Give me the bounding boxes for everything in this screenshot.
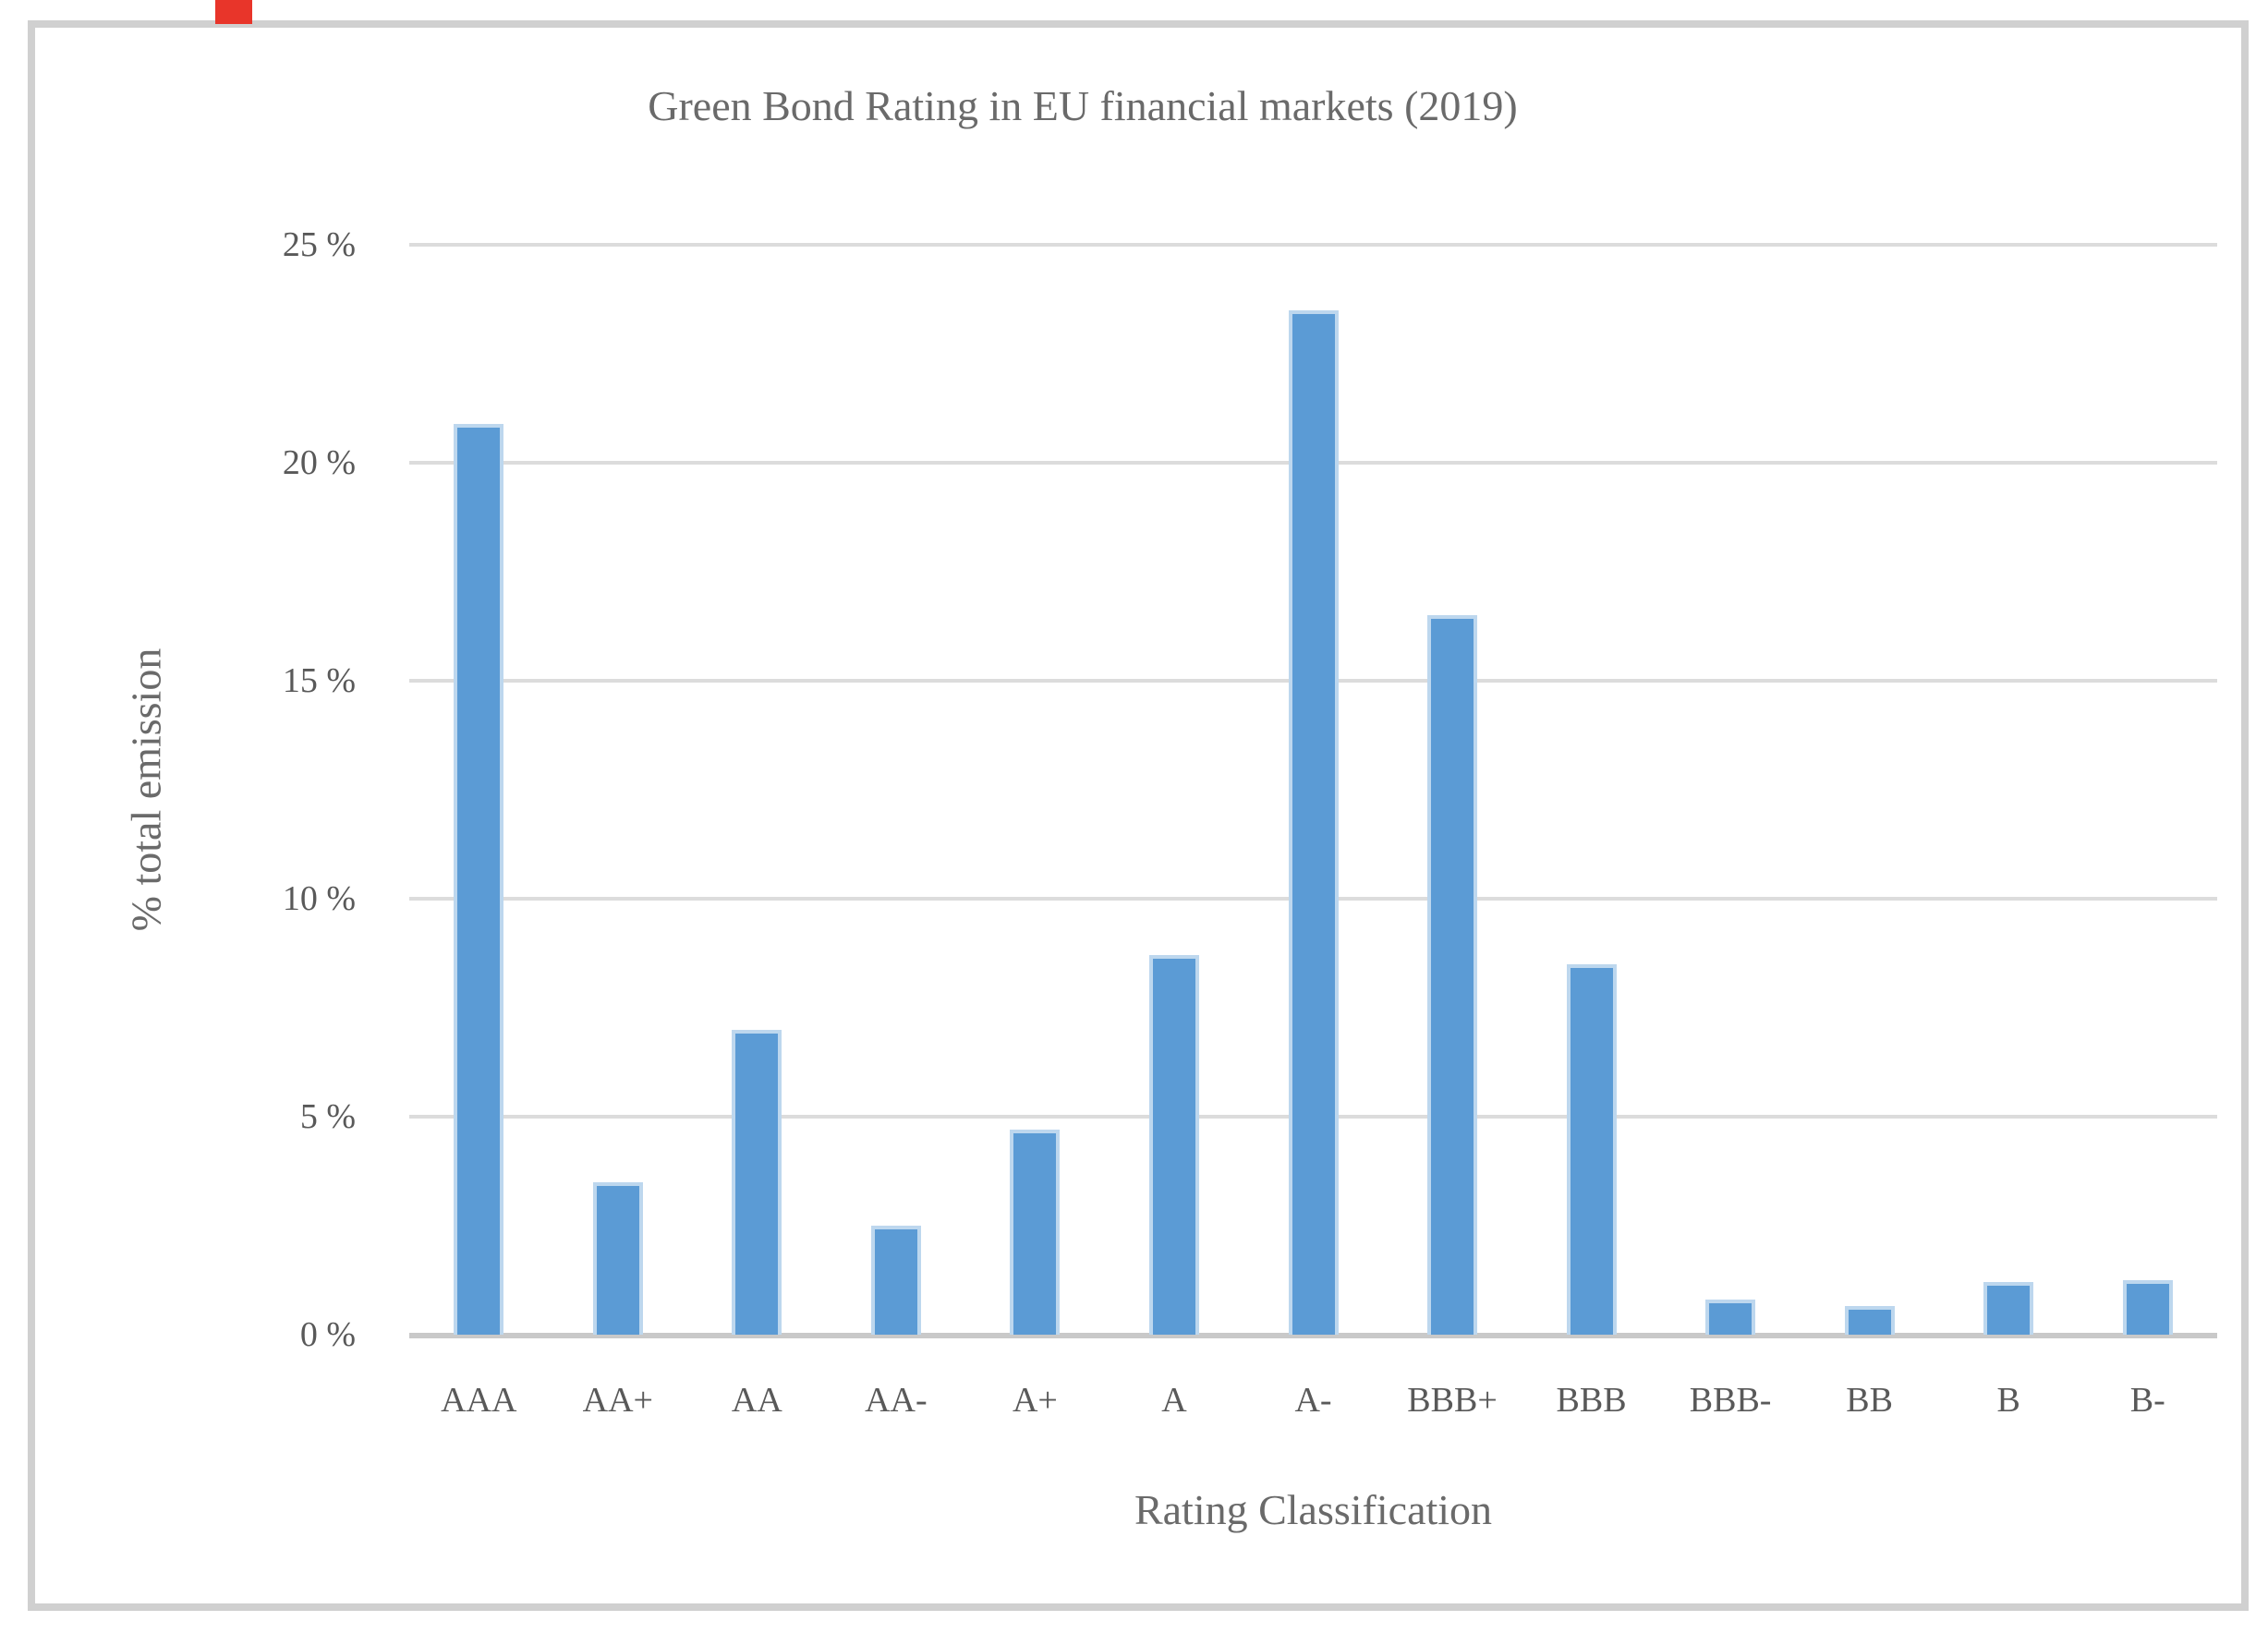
y-tick-label: 15 % bbox=[282, 661, 356, 700]
bar-A bbox=[1148, 955, 1199, 1335]
x-category-label: AA+ bbox=[582, 1381, 653, 1420]
bar-B bbox=[1983, 1282, 2034, 1335]
gridline bbox=[409, 243, 2217, 247]
x-category-label: B bbox=[1996, 1381, 2020, 1420]
x-category-label: A bbox=[1161, 1381, 1187, 1420]
x-axis-title: Rating Classification bbox=[1134, 1486, 1493, 1533]
bar-BB bbox=[1844, 1306, 1895, 1335]
bar-AA- bbox=[870, 1226, 921, 1335]
bar-BBB+ bbox=[1427, 615, 1478, 1335]
bar-BBB bbox=[1566, 963, 1617, 1335]
bar-BBB- bbox=[1705, 1300, 1756, 1335]
x-category-label: AAA bbox=[441, 1381, 517, 1420]
bar-A+ bbox=[1010, 1130, 1061, 1335]
x-category-label: BB bbox=[1846, 1381, 1893, 1420]
x-category-label: BBB bbox=[1556, 1381, 1627, 1420]
bar-AA+ bbox=[592, 1181, 643, 1335]
x-category-label: B- bbox=[2129, 1381, 2165, 1420]
bar-AAA bbox=[454, 423, 504, 1335]
chart-title: Green Bond Rating in EU financial market… bbox=[648, 82, 1518, 129]
y-tick-label: 25 % bbox=[282, 225, 356, 264]
red-marker bbox=[215, 0, 252, 24]
x-category-label: AA- bbox=[865, 1381, 928, 1420]
x-category-label: BBB+ bbox=[1407, 1381, 1498, 1420]
bar-A- bbox=[1288, 309, 1339, 1335]
chart-border-frame bbox=[28, 20, 2249, 1611]
x-axis-line bbox=[409, 1333, 2217, 1338]
bar-AA bbox=[732, 1029, 782, 1335]
bar-B- bbox=[2122, 1280, 2173, 1335]
y-tick-label: 10 % bbox=[282, 879, 356, 918]
x-category-label: A+ bbox=[1012, 1381, 1058, 1420]
x-category-label: BBB- bbox=[1689, 1381, 1772, 1420]
y-tick-label: 20 % bbox=[282, 443, 356, 482]
y-tick-label: 0 % bbox=[299, 1315, 356, 1354]
x-category-label: A- bbox=[1294, 1381, 1332, 1420]
x-category-label: AA bbox=[731, 1381, 782, 1420]
y-tick-label: 5 % bbox=[299, 1097, 356, 1136]
